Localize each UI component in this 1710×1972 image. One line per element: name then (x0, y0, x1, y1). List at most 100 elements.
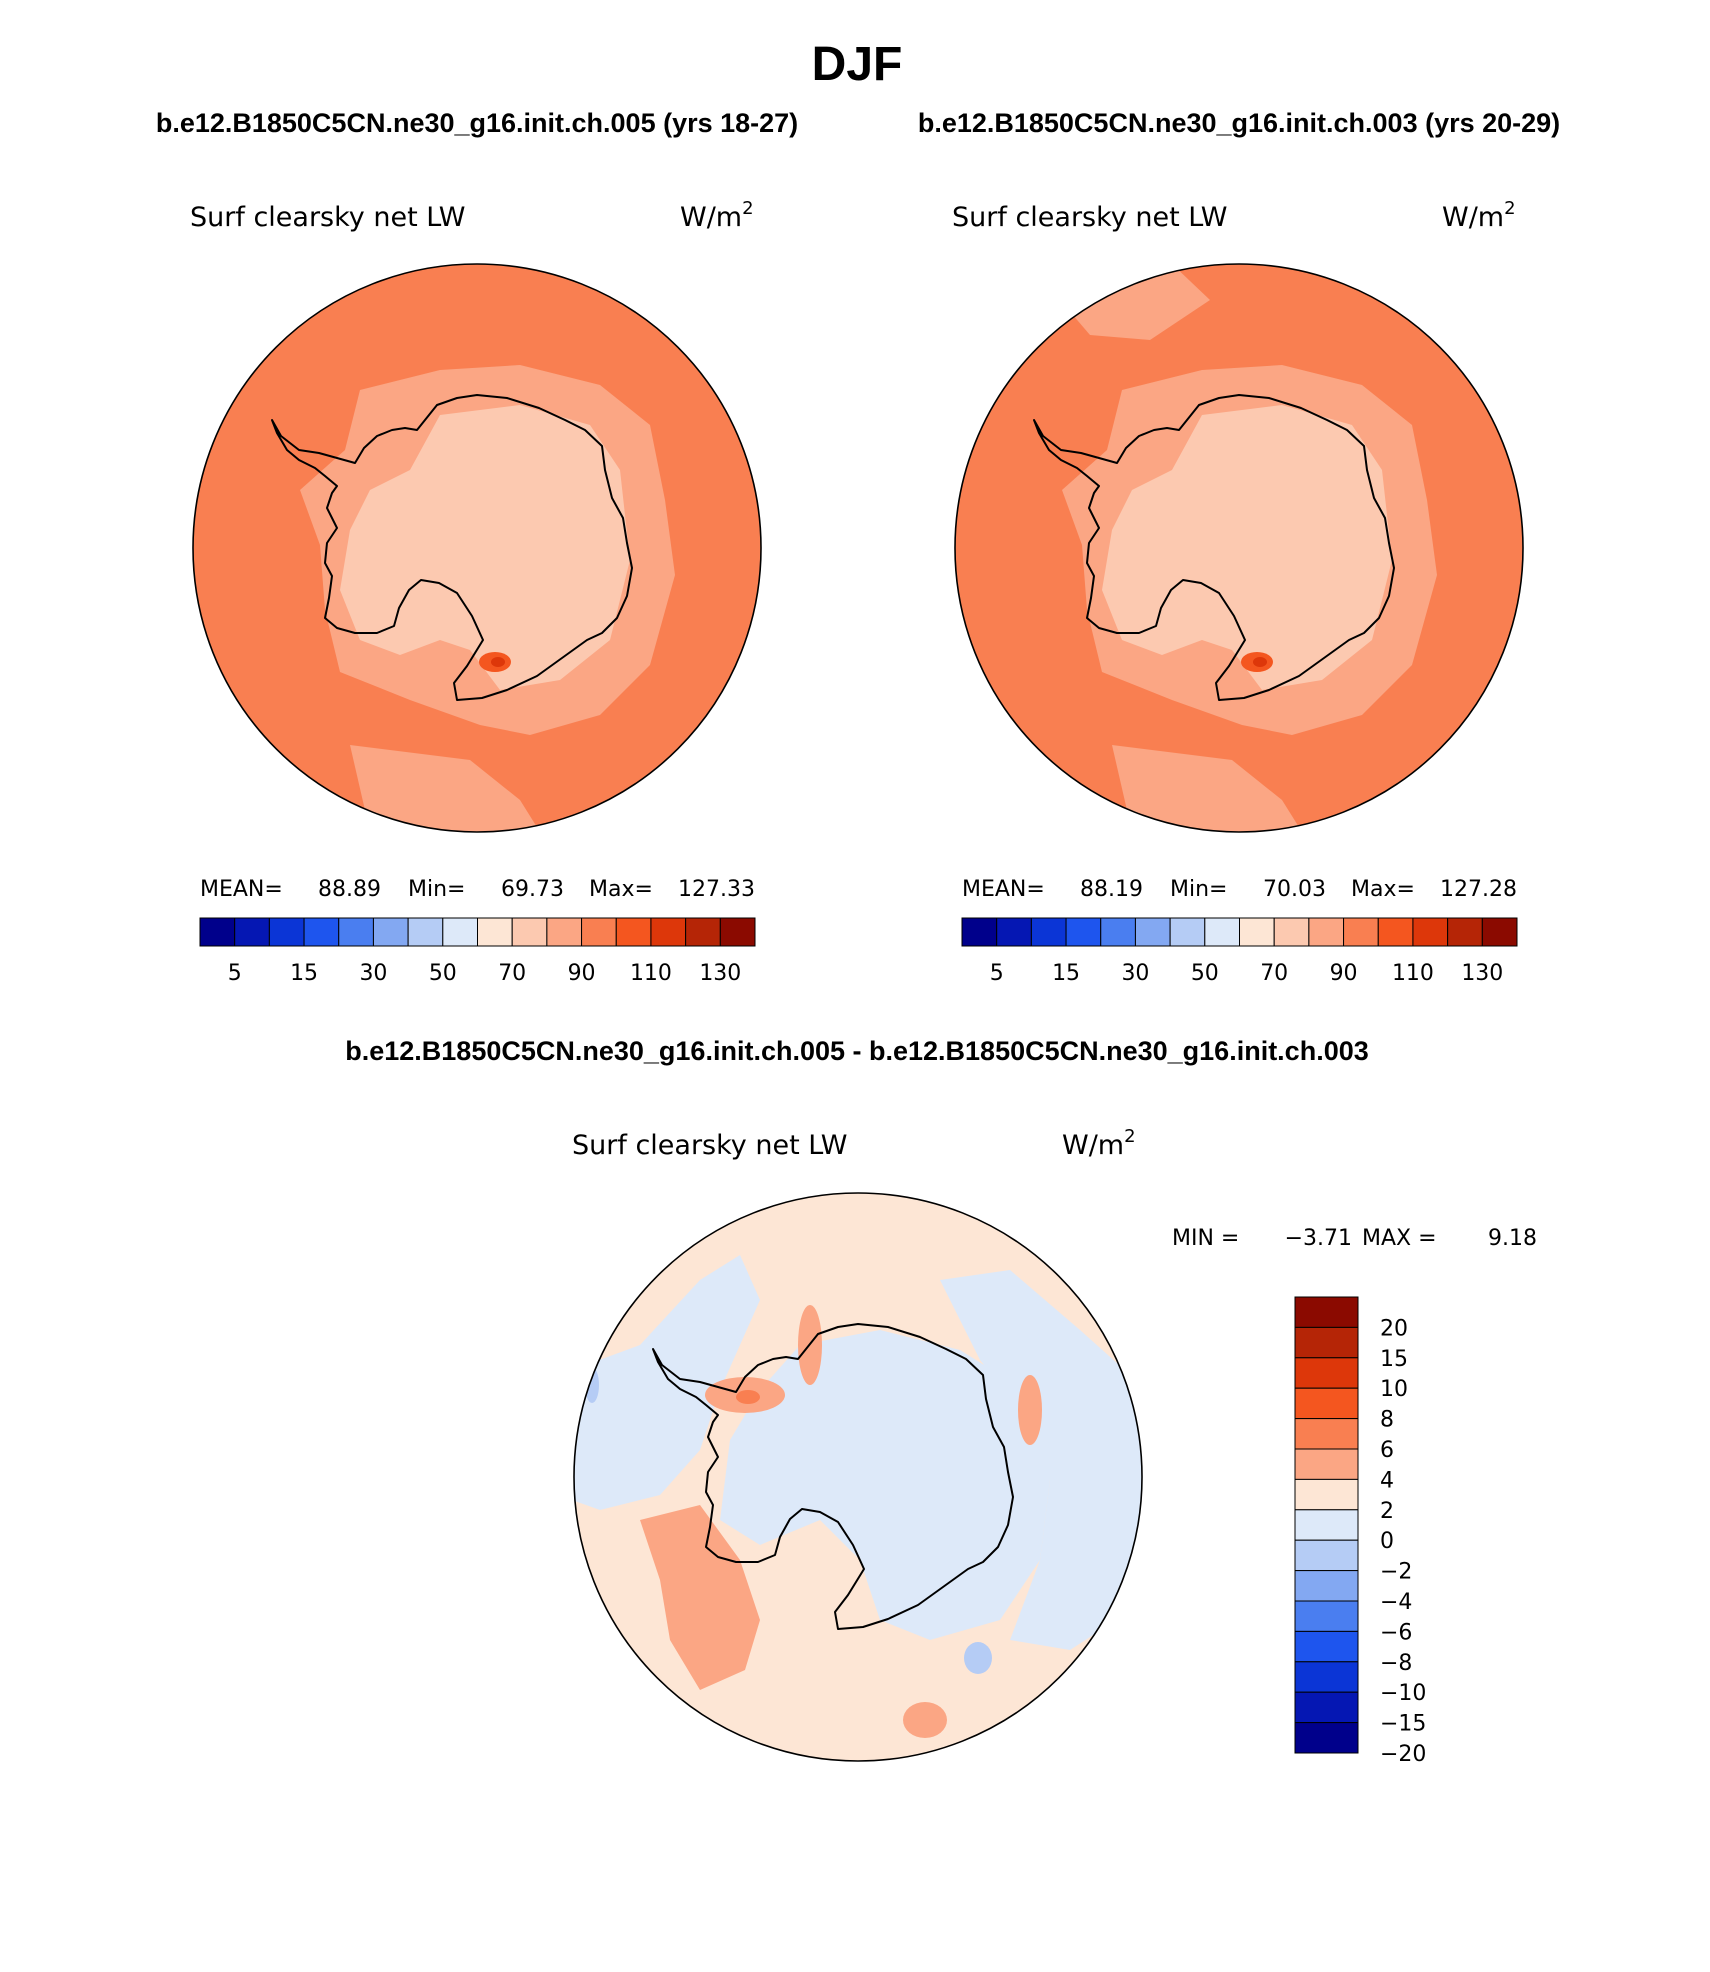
colorbar-tick-label: 10 (1380, 1377, 1408, 1402)
colorbar-tick-label: 70 (1260, 961, 1288, 986)
colorbar-tick-label: 130 (699, 961, 741, 986)
case-b-header: b.e12.B1850C5CN.ne30_g16.init.ch.003 (yr… (918, 108, 1560, 138)
colorbar-tick-label: 6 (1380, 1438, 1394, 1463)
ice-sheet-negative (720, 1330, 1050, 1640)
colorbar-swatch (338, 917, 374, 947)
southern-ocean-patch (350, 745, 540, 832)
colorbar-tick-label: −2 (1380, 1560, 1412, 1585)
colorbar-tick-label: −15 (1380, 1712, 1426, 1737)
case-a-map (193, 264, 761, 832)
colorbar-tick-label: 20 (1380, 1316, 1408, 1341)
min-value: 69.73 (501, 877, 564, 902)
diff-header: b.e12.B1850C5CN.ne30_g16.init.ch.005 - b… (345, 1036, 1369, 1066)
colorbar-swatch (234, 917, 270, 947)
min-value: 70.03 (1263, 877, 1326, 902)
positive-spot-east (1018, 1375, 1042, 1445)
colorbar-tick-label: 50 (429, 961, 457, 986)
negative-spot-west-edge (585, 1367, 599, 1403)
colorbar-tick-label: −10 (1380, 1681, 1426, 1706)
max-label: Max= (1351, 877, 1415, 902)
negative-region-west (574, 1255, 760, 1510)
colorbar-tick-label: 90 (1330, 961, 1358, 986)
case-a-variable: Surf clearsky net LW (190, 202, 466, 233)
map-boundary (573, 1192, 1143, 1762)
diff-stats: MIN = −3.71 MAX = 9.18 (1172, 1226, 1537, 1251)
colorbar-tick-label: −4 (1380, 1590, 1412, 1615)
diff-units: W/m2 (1062, 1126, 1136, 1161)
colorbar-swatch (1447, 917, 1483, 947)
colorbar-tick-label: 15 (1052, 961, 1080, 986)
map-boundary (954, 263, 1524, 833)
figure-title: DJF (812, 38, 903, 91)
diff-panel: Surf clearsky net LW W/m2 MIN = −3.71 MA… (572, 1126, 1537, 1767)
colorbar-tick-label: 130 (1461, 961, 1503, 986)
colorbar-swatch (615, 917, 652, 947)
diff-min-value: −3.71 (1285, 1226, 1352, 1251)
colorbar-tick-label: 5 (990, 961, 1004, 986)
colorbar-swatch (1377, 917, 1414, 947)
colorbar-swatch (581, 917, 617, 947)
diff-map (574, 1193, 1142, 1761)
colorbar-swatch (1294, 1448, 1359, 1480)
colorbar-swatch (303, 917, 340, 947)
colorbar-tick-label: 30 (359, 961, 387, 986)
colorbar-swatch (1294, 1326, 1359, 1359)
colorbar-tick-label: 90 (568, 961, 596, 986)
colorbar-swatch (511, 917, 548, 947)
colorbar-tick-label: 30 (1121, 961, 1149, 986)
colorbar-swatch (1294, 1600, 1359, 1632)
colorbar-tick-label: 2 (1380, 1499, 1394, 1524)
colorbar-swatch (961, 917, 998, 947)
diff-min-label: MIN = (1172, 1226, 1239, 1251)
colorbar-tick-label: −6 (1380, 1620, 1412, 1645)
southern-ocean-patch (1112, 745, 1302, 832)
colorbar-swatch (1294, 1722, 1359, 1754)
mean-label: MEAN= (962, 877, 1045, 902)
colorbar-swatch (1294, 1630, 1359, 1663)
negative-spot-southeast (964, 1642, 992, 1674)
case-b-colorbar: 5 15 30 50 70 90 110 130 (961, 917, 1518, 986)
colorbar-tick-label: 5 (228, 961, 242, 986)
colorbar-swatch (1294, 1418, 1359, 1450)
mean-value: 88.19 (1080, 877, 1143, 902)
colorbar-swatch (1169, 917, 1206, 947)
colorbar-swatch (1273, 917, 1310, 947)
positive-peak-peninsula (736, 1390, 760, 1404)
colorbar-swatch (407, 917, 444, 947)
colorbar-swatch (1294, 1691, 1359, 1724)
colorbar-swatch (199, 917, 236, 947)
colorbar-swatch (1481, 917, 1518, 947)
ice-sheet-interior (340, 405, 630, 690)
colorbar-swatch (268, 917, 305, 947)
colorbar-swatch (1294, 1478, 1359, 1511)
map-boundary (192, 263, 762, 833)
case-b-panel: Surf clearsky net LW W/m2 MEAN= 88.19 Mi… (952, 198, 1524, 986)
colorbar-swatch (1294, 1539, 1359, 1572)
colorbar-swatch (1294, 1296, 1359, 1328)
colorbar-tick-label: 50 (1191, 961, 1219, 986)
colorbar-tick-label: 15 (1380, 1347, 1408, 1372)
case-a-colorbar: 5 15 30 50 70 90 110 130 (199, 917, 756, 986)
case-a-header: b.e12.B1850C5CN.ne30_g16.init.ch.005 (yr… (156, 108, 798, 138)
colorbar-swatch (1412, 917, 1449, 947)
case-a-panel: Surf clearsky net LW W/m2 MEAN= 88.89 Mi… (190, 198, 762, 986)
ross-sea-peak (1253, 657, 1267, 667)
case-b-map (955, 264, 1523, 832)
mean-value: 88.89 (318, 877, 381, 902)
min-label: Min= (1170, 877, 1227, 902)
colorbar-tick-label: 15 (290, 961, 318, 986)
ross-sea-peak (491, 657, 505, 667)
colorbar-swatch (442, 917, 478, 947)
colorbar-tick-label: 70 (498, 961, 526, 986)
colorbar-swatch (1030, 917, 1067, 947)
colorbar-swatch (1134, 917, 1171, 947)
max-label: Max= (589, 877, 653, 902)
case-a-units: W/m2 (680, 198, 754, 233)
mean-label: MEAN= (200, 877, 283, 902)
positive-spot-south (903, 1702, 947, 1738)
ice-sheet-interior (1102, 405, 1392, 690)
colorbar-tick-label: 4 (1380, 1468, 1394, 1493)
colorbar-swatch (546, 917, 583, 947)
colorbar-swatch (372, 917, 409, 947)
